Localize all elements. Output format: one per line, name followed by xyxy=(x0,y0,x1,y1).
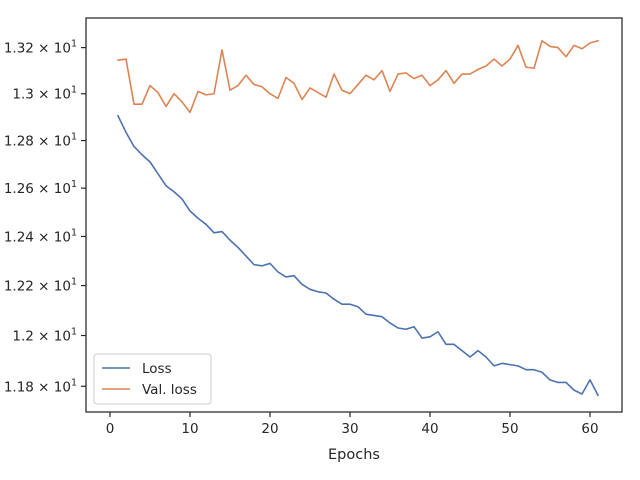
x-tick-label: 10 xyxy=(181,421,198,437)
plot-area xyxy=(86,18,622,412)
legend-label: Val. loss xyxy=(142,382,197,398)
x-tick-label: 0 xyxy=(106,421,115,437)
y-tick-label: 1.3 × 101 xyxy=(12,85,77,103)
y-tick-label: 1.2 × 101 xyxy=(12,327,77,345)
series-layer xyxy=(116,39,600,397)
x-tick-label: 50 xyxy=(501,421,518,437)
y-tick-label: 1.18 × 101 xyxy=(4,377,77,395)
y-tick-label: 1.24 × 101 xyxy=(4,227,77,245)
x-tick-label: 40 xyxy=(421,421,438,437)
x-axis: 0 10 20 30 40 50 60 xyxy=(106,412,599,437)
x-tick-label: 60 xyxy=(581,421,598,437)
x-axis-label: Epochs xyxy=(328,447,380,463)
x-tick-label: 20 xyxy=(261,421,278,437)
x-tick-label: 30 xyxy=(341,421,358,437)
y-tick-label: 1.22 × 101 xyxy=(4,277,77,295)
legend: Loss Val. loss xyxy=(93,353,212,405)
legend-box xyxy=(93,353,212,405)
y-axis: 1.32 × 101 1.3 × 101 1.28 × 101 1.26 × 101 1… xyxy=(4,39,86,395)
legend-label: Loss xyxy=(142,361,172,377)
series-line-val-loss xyxy=(117,39,599,114)
y-tick-label: 1.28 × 101 xyxy=(4,132,77,150)
series-line-loss xyxy=(116,114,600,397)
plot-frame xyxy=(85,17,623,413)
y-tick-label: 1.26 × 101 xyxy=(4,179,77,197)
y-tick-label: 1.32 × 101 xyxy=(4,39,77,57)
